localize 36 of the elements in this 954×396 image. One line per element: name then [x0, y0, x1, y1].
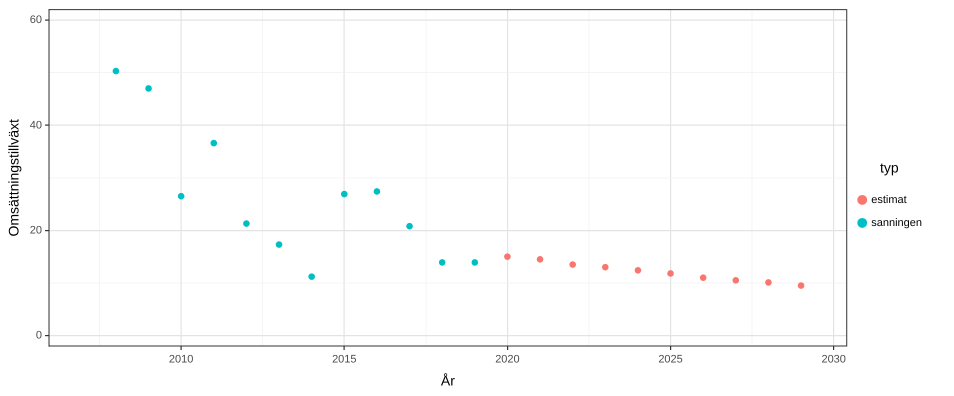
point: [243, 220, 250, 227]
point: [341, 190, 348, 198]
point: [374, 188, 380, 195]
point: [798, 282, 804, 289]
point: [765, 279, 772, 286]
y-tick-label: 60: [30, 14, 42, 26]
x-tick-label: 2030: [821, 354, 846, 366]
y-tick-label: 40: [30, 119, 42, 132]
point: [112, 68, 120, 74]
y-tick-label: 20: [30, 224, 42, 236]
point: [472, 259, 478, 266]
point: [178, 192, 184, 200]
legend-label: sanningen: [871, 216, 922, 229]
point: [276, 241, 282, 248]
x-tick-label: 2020: [495, 354, 520, 366]
x-tick-label: 2025: [658, 354, 683, 366]
point: [700, 274, 706, 281]
point: [569, 261, 576, 268]
point: [536, 256, 544, 263]
point: [438, 259, 446, 266]
legend-label: estimat: [871, 194, 907, 206]
point: [732, 276, 740, 284]
x-tick-label: 2010: [168, 354, 194, 366]
x-tick-label: 2015: [332, 354, 357, 366]
point: [602, 264, 609, 270]
point: [634, 267, 642, 274]
point: [667, 270, 674, 277]
point: [504, 253, 511, 260]
point: [308, 273, 315, 280]
point: [406, 222, 413, 230]
point: [210, 140, 218, 146]
x-axis-title: År: [440, 372, 456, 388]
legend-title: typ: [880, 159, 899, 176]
point: [145, 85, 152, 92]
y-tick-label: 0: [36, 330, 42, 342]
y-axis-title: Omsättningstillväxt: [5, 118, 22, 237]
